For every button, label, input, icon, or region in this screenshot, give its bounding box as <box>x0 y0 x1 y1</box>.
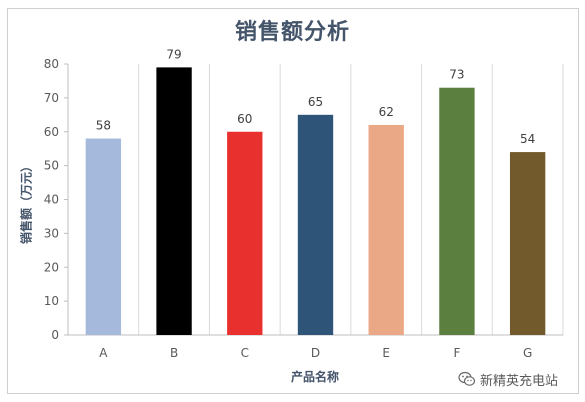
y-tick-label: 50 <box>44 159 59 173</box>
y-tick-label: 40 <box>44 193 59 207</box>
y-tick-label: 0 <box>51 328 59 342</box>
x-tick-label-C: C <box>241 346 249 360</box>
y-tick-label: 60 <box>44 125 59 139</box>
bar-F <box>439 87 475 336</box>
x-tick-label-F: F <box>453 346 460 360</box>
x-axis-label: 产品名称 <box>290 370 339 384</box>
data-label-G: 54 <box>520 132 535 146</box>
data-label-C: 60 <box>237 112 252 126</box>
x-tick-label-G: G <box>523 346 532 360</box>
x-tick-label-B: B <box>170 346 178 360</box>
data-label-D: 65 <box>308 95 323 109</box>
bar-E <box>368 124 404 335</box>
y-tick-label: 10 <box>44 294 59 308</box>
chart-title: 销售额分析 <box>234 20 350 45</box>
y-tick-label: 70 <box>44 91 59 105</box>
bar-B <box>156 67 192 335</box>
data-label-E: 62 <box>379 105 394 119</box>
bar-A <box>85 138 122 335</box>
data-label-A: 58 <box>96 119 111 133</box>
x-tick-label-A: A <box>99 346 108 360</box>
y-tick-label: 20 <box>44 260 59 274</box>
y-tick-label: 30 <box>44 226 59 240</box>
bar-G <box>509 152 546 335</box>
bar-C <box>227 131 263 335</box>
data-label-F: 73 <box>449 68 464 82</box>
watermark: 新精英充电站 <box>458 370 559 389</box>
y-tick-label: 80 <box>44 57 59 71</box>
bar-D <box>297 114 334 335</box>
watermark-text: 新精英充电站 <box>480 373 559 389</box>
x-tick-label-D: D <box>311 346 320 360</box>
data-label-B: 79 <box>166 47 181 61</box>
wechat-icon <box>458 371 476 386</box>
x-tick-label-E: E <box>382 346 390 360</box>
